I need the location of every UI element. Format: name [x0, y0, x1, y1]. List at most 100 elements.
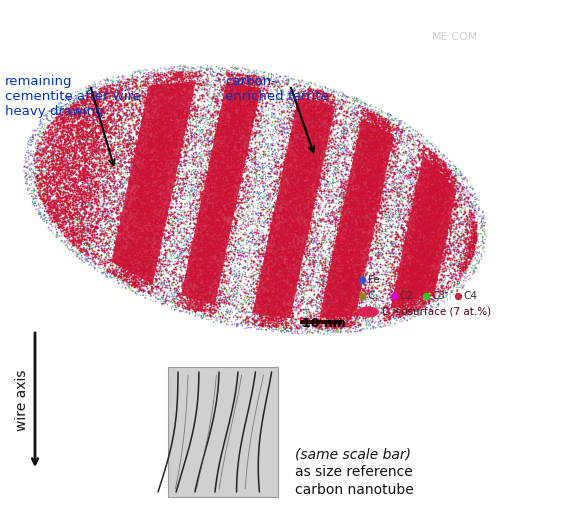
Point — [131, 223, 140, 231]
Point — [426, 192, 435, 200]
Point — [313, 126, 322, 134]
Point — [349, 212, 358, 220]
Point — [61, 115, 70, 123]
Point — [243, 182, 252, 190]
Point — [180, 157, 189, 165]
Point — [318, 118, 327, 126]
Point — [443, 218, 452, 226]
Point — [312, 97, 321, 105]
Point — [172, 240, 181, 248]
Point — [177, 232, 187, 240]
Point — [198, 231, 208, 239]
Point — [367, 141, 376, 149]
Point — [204, 76, 213, 84]
Point — [230, 224, 239, 232]
Point — [278, 216, 287, 224]
Point — [277, 152, 286, 160]
Point — [318, 125, 327, 133]
Point — [210, 95, 219, 104]
Point — [109, 228, 118, 236]
Point — [332, 309, 341, 317]
Point — [306, 145, 315, 153]
Point — [356, 241, 365, 249]
Point — [387, 215, 396, 223]
Point — [429, 215, 438, 223]
Point — [87, 149, 96, 157]
Point — [41, 148, 50, 156]
Point — [406, 273, 415, 281]
Point — [316, 173, 325, 181]
Point — [425, 196, 434, 205]
Point — [409, 136, 418, 144]
Point — [379, 197, 388, 206]
Point — [161, 109, 170, 117]
Point — [164, 91, 173, 99]
Point — [407, 228, 416, 236]
Point — [214, 240, 223, 248]
Point — [414, 202, 423, 210]
Point — [207, 139, 216, 147]
Point — [313, 278, 322, 286]
Point — [124, 237, 133, 245]
Point — [171, 283, 180, 291]
Point — [331, 266, 340, 274]
Point — [458, 220, 467, 228]
Point — [185, 223, 194, 231]
Point — [52, 125, 61, 133]
Point — [122, 257, 132, 265]
Point — [416, 213, 425, 221]
Point — [390, 301, 399, 310]
Point — [441, 220, 450, 228]
Point — [247, 226, 256, 234]
Point — [422, 266, 431, 274]
Point — [401, 182, 410, 190]
Point — [361, 314, 370, 322]
Point — [132, 112, 141, 120]
Point — [248, 97, 257, 105]
Point — [256, 259, 265, 267]
Point — [410, 290, 419, 298]
Point — [133, 78, 142, 86]
Point — [168, 86, 177, 94]
Point — [65, 216, 74, 224]
Point — [306, 170, 315, 178]
Point — [395, 173, 404, 181]
Point — [257, 131, 266, 139]
Point — [193, 170, 202, 178]
Point — [50, 199, 59, 207]
Point — [162, 121, 171, 129]
Point — [137, 201, 146, 210]
Point — [307, 166, 316, 174]
Point — [347, 244, 356, 252]
Point — [273, 203, 282, 211]
Point — [126, 246, 135, 255]
Point — [160, 103, 169, 111]
Point — [198, 214, 207, 222]
Point — [211, 110, 221, 118]
Point — [289, 287, 298, 295]
Point — [123, 217, 132, 225]
Point — [146, 237, 155, 245]
Point — [136, 214, 145, 222]
Point — [235, 313, 244, 321]
Point — [354, 259, 363, 267]
Point — [367, 163, 376, 171]
Point — [329, 149, 338, 158]
Point — [121, 99, 130, 107]
Point — [421, 175, 430, 183]
Point — [479, 214, 488, 222]
Point — [86, 229, 95, 237]
Point — [242, 156, 251, 164]
Point — [450, 241, 459, 249]
Point — [340, 318, 349, 326]
Point — [277, 262, 286, 270]
Point — [463, 241, 472, 249]
Point — [217, 223, 226, 231]
Point — [334, 300, 343, 308]
Point — [189, 260, 198, 268]
Point — [279, 309, 288, 317]
Point — [226, 129, 235, 137]
Point — [92, 144, 101, 152]
Point — [99, 259, 108, 267]
Point — [384, 129, 393, 137]
